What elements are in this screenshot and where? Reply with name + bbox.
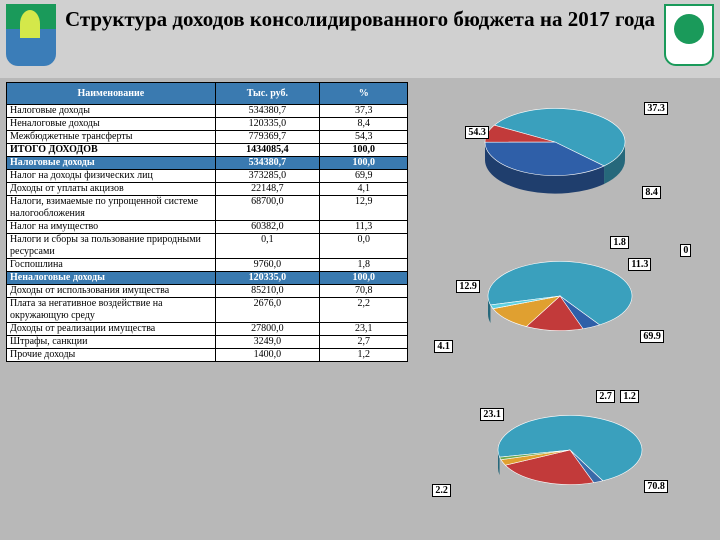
pie-chart: 54.3 37.3 8.4 [410,82,710,232]
table-row: Плата за негативное воздействие на окруж… [7,298,408,323]
table-row: Налоговые доходы534380,737,3 [7,105,408,118]
emblem-right-icon [664,4,714,66]
table-row: Налоги и сборы за пользование природными… [7,234,408,259]
pie-label: 12.9 [456,280,480,293]
charts-panel: 54.3 37.3 8.4 69.9 4.1 12.9 11.3 0 1.8 70.8 2.2 23.… [410,78,720,540]
pie-label: 69.9 [640,330,664,343]
pie-chart: 69.9 4.1 12.9 11.3 0 1.8 [410,234,710,384]
pie-label: 11.3 [628,258,651,271]
table-header: Тыс. руб. [215,83,319,105]
table-row: Прочие доходы1400,01,2 [7,349,408,362]
pie-label: 1.8 [610,236,629,249]
pie-label: 54.3 [465,126,489,139]
table-row: ИТОГО ДОХОДОВ1434085,4100,0 [7,144,408,157]
pie-label: 2.7 [596,390,615,403]
table-panel: НаименованиеТыс. руб.% Налоговые доходы5… [0,78,410,540]
table-row: Неналоговые доходы120335,0100,0 [7,272,408,285]
budget-table: НаименованиеТыс. руб.% Налоговые доходы5… [6,82,408,362]
table-header: Наименование [7,83,216,105]
pie-label: 4.1 [434,340,453,353]
pie-label: 23.1 [480,408,504,421]
table-row: Налоги, взимаемые по упрощенной системе … [7,196,408,221]
table-header: % [320,83,408,105]
table-row: Налог на доходы физических лиц373285,069… [7,170,408,183]
pie-label: 70.8 [644,480,668,493]
pie-label: 0 [680,244,691,257]
table-row: Госпошлина9760,01,8 [7,259,408,272]
table-row: Доходы от реализации имущества27800,023,… [7,323,408,336]
content: НаименованиеТыс. руб.% Налоговые доходы5… [0,78,720,540]
pie-label: 8.4 [642,186,661,199]
table-row: Межбюджетные трансферты779369,754,3 [7,131,408,144]
emblem-left-icon [6,4,56,66]
header: Структура доходов консолидированного бюд… [0,0,720,78]
pie-label: 1.2 [620,390,639,403]
page-title: Структура доходов консолидированного бюд… [0,6,720,32]
table-row: Доходы от уплаты акцизов22148,74,1 [7,183,408,196]
pie-label: 37.3 [644,102,668,115]
pie-label: 2.2 [432,484,451,497]
table-row: Налог на имущество60382,011,3 [7,221,408,234]
table-row: Неналоговые доходы120335,08,4 [7,118,408,131]
table-row: Доходы от использования имущества85210,0… [7,285,408,298]
table-row: Штрафы, санкции3249,02,7 [7,336,408,349]
table-row: Налоговые доходы534380,7100,0 [7,157,408,170]
pie-chart: 70.8 2.2 23.1 2.7 1.2 [410,388,710,538]
